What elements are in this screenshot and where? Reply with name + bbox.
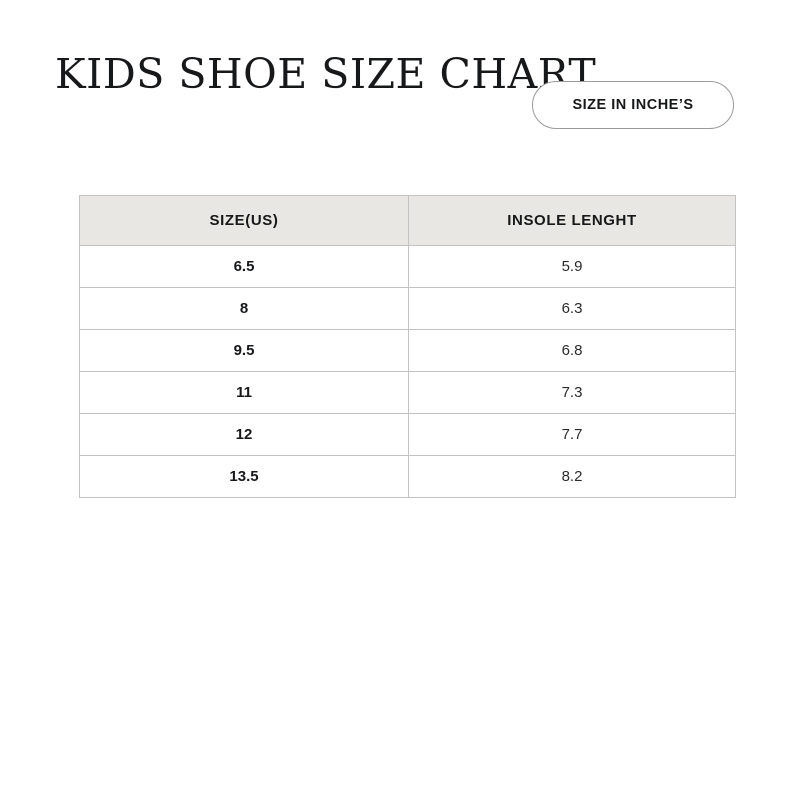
cell-insole-length: 5.9 bbox=[408, 245, 736, 288]
cell-size-us: 9.5 bbox=[79, 329, 409, 372]
table-row: 8 6.3 bbox=[79, 287, 736, 330]
cell-insole-length: 8.2 bbox=[408, 455, 736, 498]
cell-size-us: 12 bbox=[79, 413, 409, 456]
units-badge-label: SIZE IN INCHE’S bbox=[572, 97, 694, 113]
units-badge: SIZE IN INCHE’S bbox=[532, 81, 734, 129]
cell-insole-length: 7.7 bbox=[408, 413, 736, 456]
table-header-row: SIZE(US) INSOLE LENGHT bbox=[79, 195, 736, 246]
cell-size-us: 8 bbox=[79, 287, 409, 330]
table-row: 6.5 5.9 bbox=[79, 245, 736, 288]
cell-insole-length: 7.3 bbox=[408, 371, 736, 414]
table-body: 6.5 5.9 8 6.3 9.5 6.8 11 7.3 12 7.7 13.5… bbox=[79, 245, 736, 498]
table-row: 13.5 8.2 bbox=[79, 455, 736, 498]
column-header-insole-length: INSOLE LENGHT bbox=[408, 195, 736, 246]
cell-size-us: 11 bbox=[79, 371, 409, 414]
size-chart-table: SIZE(US) INSOLE LENGHT 6.5 5.9 8 6.3 9.5… bbox=[79, 195, 736, 498]
cell-size-us: 13.5 bbox=[79, 455, 409, 498]
table-header: SIZE(US) INSOLE LENGHT bbox=[79, 195, 736, 246]
column-header-size-us: SIZE(US) bbox=[79, 195, 409, 246]
table-row: 12 7.7 bbox=[79, 413, 736, 456]
table-row: 9.5 6.8 bbox=[79, 329, 736, 372]
cell-insole-length: 6.3 bbox=[408, 287, 736, 330]
cell-size-us: 6.5 bbox=[79, 245, 409, 288]
cell-insole-length: 6.8 bbox=[408, 329, 736, 372]
page-title: KIDS SHOE SIZE CHART bbox=[55, 50, 597, 99]
table-row: 11 7.3 bbox=[79, 371, 736, 414]
